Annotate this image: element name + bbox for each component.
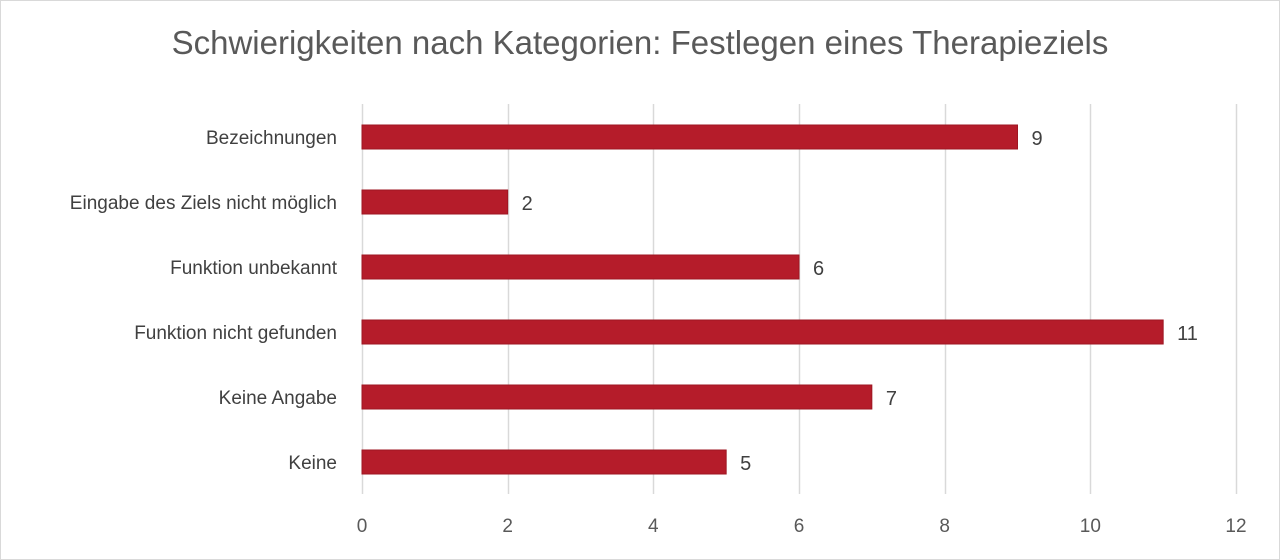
bars [361, 124, 1164, 475]
chart-title: Schwierigkeiten nach Kategorien: Festleg… [171, 24, 1109, 61]
labels: 0 2 4 6 8 10 12 Bezeichnungen 9 Eingabe des Ziels… [70, 128, 1247, 537]
category-label: Keine [288, 453, 337, 474]
bar [361, 124, 1018, 150]
x-tick-label: 0 [357, 516, 368, 537]
data-label: 6 [813, 258, 824, 280]
x-tick-label: 4 [648, 516, 659, 537]
bar [361, 189, 509, 215]
data-label: 9 [1032, 128, 1043, 150]
x-tick-label: 10 [1080, 516, 1101, 537]
bar [361, 384, 873, 410]
x-tick-label: 2 [502, 516, 513, 537]
x-tick-label: 6 [794, 516, 805, 537]
x-tick-label: 8 [939, 516, 950, 537]
data-label: 2 [522, 193, 533, 215]
category-label: Keine Angabe [219, 388, 337, 409]
data-label: 7 [886, 388, 897, 410]
bar [361, 254, 800, 280]
category-label: Eingabe des Ziels nicht möglich [70, 193, 337, 214]
gridlines [361, 104, 1238, 494]
data-label: 11 [1177, 323, 1198, 345]
category-label: Funktion nicht gefunden [134, 323, 337, 344]
bar [361, 449, 727, 475]
bar [361, 319, 1164, 345]
category-label: Bezeichnungen [206, 128, 337, 149]
x-tick-label: 12 [1225, 516, 1246, 537]
category-label: Funktion unbekannt [170, 258, 338, 279]
data-label: 5 [740, 453, 751, 475]
